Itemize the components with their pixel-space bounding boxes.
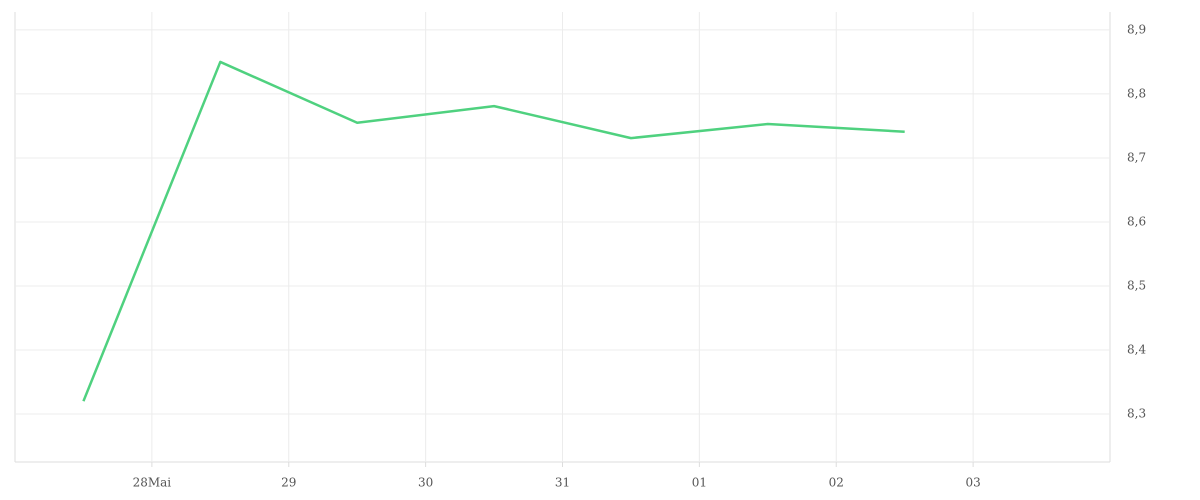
x-tick-label: 03 (965, 476, 980, 490)
y-tick-label: 8,6 (1127, 214, 1146, 228)
y-tick-label: 8,5 (1127, 278, 1146, 292)
x-tick-label: 01 (692, 476, 707, 490)
data-line (82, 60, 905, 402)
x-tick-label: 30 (418, 476, 433, 490)
x-tick-label: 31 (555, 476, 570, 490)
y-tick-label: 8,9 (1127, 22, 1146, 36)
y-tick-label: 8,3 (1127, 406, 1146, 420)
x-tick-label: 02 (829, 476, 844, 490)
y-tick-label: 8,7 (1127, 150, 1146, 164)
x-tick-label: 29 (281, 476, 296, 490)
y-tick-label: 8,4 (1127, 342, 1146, 356)
x-tick-label: 28Mai (133, 476, 172, 490)
y-tick-label: 8,8 (1127, 86, 1146, 100)
